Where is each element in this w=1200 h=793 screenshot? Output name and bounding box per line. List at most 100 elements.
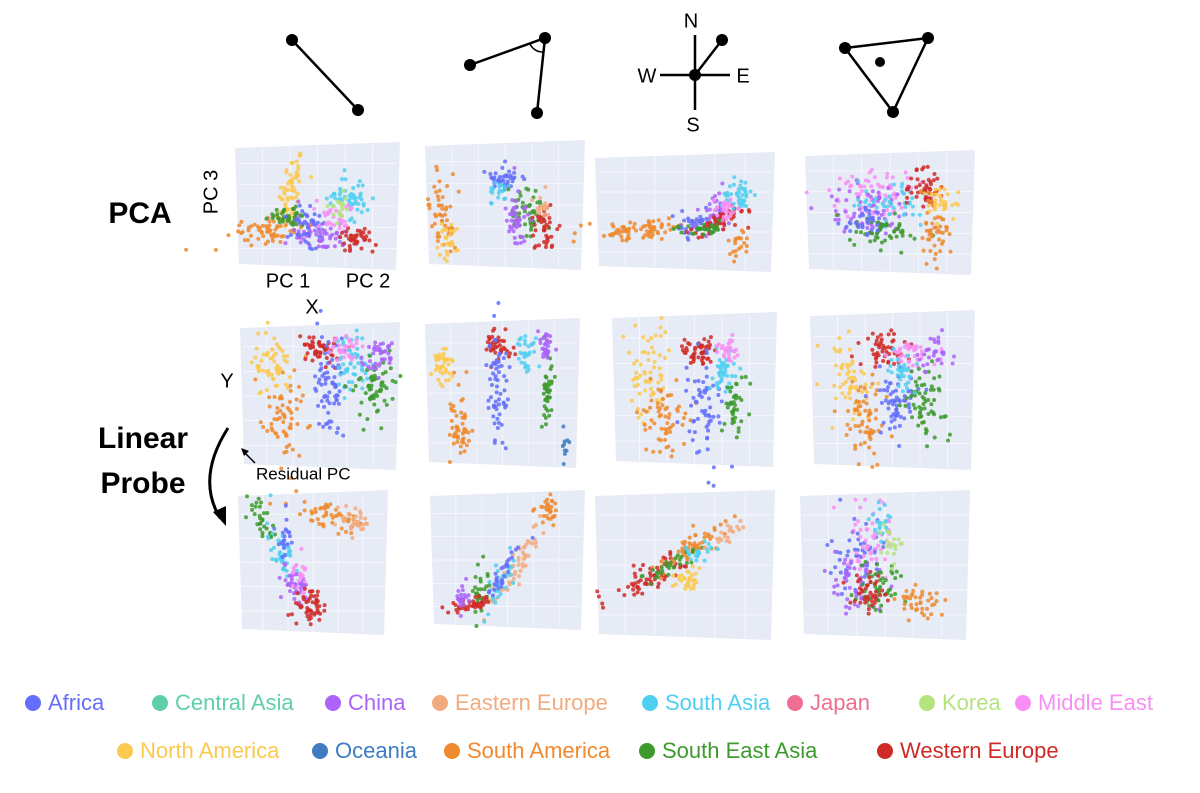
point <box>324 343 329 348</box>
point <box>317 342 322 347</box>
point <box>366 364 371 369</box>
point <box>512 235 517 240</box>
point <box>872 238 877 243</box>
point <box>652 421 657 426</box>
icon-triangle <box>839 32 934 118</box>
point <box>641 335 646 340</box>
point <box>530 215 535 220</box>
point <box>899 367 904 372</box>
point <box>293 174 298 179</box>
point <box>263 331 268 336</box>
point <box>670 448 675 453</box>
point <box>308 622 313 627</box>
point <box>863 430 868 435</box>
point <box>354 337 359 342</box>
point <box>446 610 451 615</box>
point <box>289 184 294 189</box>
point <box>728 197 733 202</box>
point <box>705 344 710 349</box>
point <box>867 575 872 580</box>
point <box>934 192 939 197</box>
point <box>282 450 287 455</box>
legend-marker <box>1015 695 1031 711</box>
point <box>738 366 743 371</box>
point <box>259 500 264 505</box>
point <box>516 189 521 194</box>
point <box>283 214 288 219</box>
point <box>873 342 878 347</box>
point <box>836 217 841 222</box>
point <box>928 180 933 185</box>
point <box>870 603 875 608</box>
point <box>726 535 731 540</box>
point <box>512 213 517 218</box>
point <box>857 203 862 208</box>
point <box>853 522 858 527</box>
point <box>638 362 643 367</box>
point <box>877 364 882 369</box>
point <box>313 510 318 515</box>
point <box>689 221 694 226</box>
point <box>675 553 680 558</box>
axis-label: PC 2 <box>346 270 390 292</box>
icon-compass <box>660 34 730 110</box>
point <box>294 621 299 626</box>
point <box>507 169 512 174</box>
point <box>342 219 347 224</box>
point <box>914 167 919 172</box>
point <box>731 214 736 219</box>
point <box>897 214 902 219</box>
point <box>281 208 286 213</box>
point <box>307 335 312 340</box>
point <box>869 549 874 554</box>
point <box>828 570 833 575</box>
point <box>743 374 748 379</box>
point <box>848 228 853 233</box>
point <box>866 607 871 612</box>
point <box>706 428 711 433</box>
point <box>492 360 497 365</box>
point <box>325 222 330 227</box>
point <box>842 575 847 580</box>
point <box>284 444 289 449</box>
point <box>543 184 548 189</box>
point <box>382 384 387 389</box>
point <box>276 538 281 543</box>
point <box>933 205 938 210</box>
point <box>891 346 896 351</box>
legend-marker <box>325 695 341 711</box>
legend-marker <box>444 743 460 759</box>
point <box>868 385 873 390</box>
point <box>297 453 302 458</box>
point <box>454 413 459 418</box>
point <box>697 566 702 571</box>
point <box>642 422 647 427</box>
point <box>721 214 726 219</box>
point <box>376 363 381 368</box>
point <box>533 336 538 341</box>
point <box>501 400 506 405</box>
point <box>899 205 904 210</box>
point <box>629 581 634 586</box>
point <box>725 363 730 368</box>
point <box>712 527 717 532</box>
point <box>662 356 667 361</box>
point <box>833 396 838 401</box>
point <box>297 384 302 389</box>
point <box>273 557 278 562</box>
point <box>518 193 523 198</box>
point <box>905 195 910 200</box>
point <box>658 334 663 339</box>
point <box>333 522 338 527</box>
point <box>666 348 671 353</box>
point <box>514 198 519 203</box>
point <box>898 414 903 419</box>
point <box>302 508 307 513</box>
point <box>719 346 724 351</box>
point <box>600 601 605 606</box>
point <box>923 196 928 201</box>
point <box>334 398 339 403</box>
point <box>370 249 375 254</box>
point <box>544 222 549 227</box>
point <box>843 557 848 562</box>
